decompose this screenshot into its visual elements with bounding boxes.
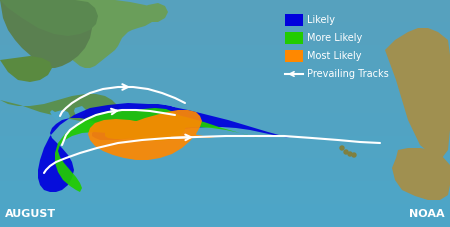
Bar — [285, 32, 303, 44]
Text: Prevailing Tracks: Prevailing Tracks — [307, 69, 389, 79]
Polygon shape — [142, 3, 168, 22]
Circle shape — [130, 134, 134, 138]
Text: More Likely: More Likely — [307, 33, 362, 43]
Polygon shape — [88, 110, 215, 160]
Circle shape — [344, 150, 348, 154]
Text: Most Likely: Most Likely — [307, 51, 361, 61]
Text: NOAA: NOAA — [410, 209, 445, 219]
Bar — [285, 14, 303, 26]
Circle shape — [136, 133, 140, 137]
Polygon shape — [0, 0, 92, 68]
Polygon shape — [55, 108, 258, 192]
Polygon shape — [385, 28, 450, 158]
Polygon shape — [38, 103, 290, 192]
Bar — [285, 50, 303, 62]
Polygon shape — [74, 106, 86, 118]
Polygon shape — [0, 94, 120, 124]
Polygon shape — [35, 0, 160, 68]
Polygon shape — [0, 0, 98, 36]
Circle shape — [115, 125, 121, 131]
Polygon shape — [0, 56, 52, 82]
Circle shape — [352, 153, 356, 157]
Polygon shape — [50, 110, 70, 122]
Circle shape — [124, 132, 128, 136]
Circle shape — [340, 146, 344, 150]
Polygon shape — [392, 148, 450, 200]
Circle shape — [120, 130, 124, 134]
Text: AUGUST: AUGUST — [5, 209, 56, 219]
Text: Likely: Likely — [307, 15, 335, 25]
Circle shape — [348, 152, 352, 156]
